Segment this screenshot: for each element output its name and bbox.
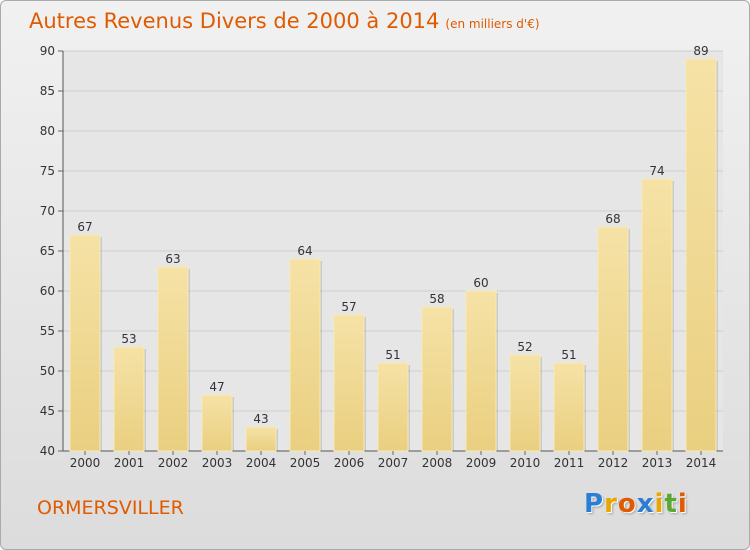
y-tick-label: 55 [40, 324, 55, 338]
bar [113, 346, 145, 452]
y-tick-label: 85 [40, 84, 55, 98]
x-tick-label: 2004 [246, 456, 277, 470]
data-label: 51 [561, 348, 576, 362]
bar [597, 226, 629, 452]
x-tick-label: 2012 [598, 456, 629, 470]
y-tick-label: 70 [40, 204, 55, 218]
x-tick-label: 2007 [378, 456, 409, 470]
x-tick-label: 2011 [554, 456, 585, 470]
x-tick-label: 2014 [686, 456, 717, 470]
bar [641, 178, 673, 452]
commune-name: ORMERSVILLER [37, 497, 184, 519]
bar [685, 58, 717, 452]
x-tick-label: 2010 [510, 456, 541, 470]
y-tick-label: 90 [40, 44, 55, 58]
data-label: 47 [209, 380, 224, 394]
y-tick-label: 80 [40, 124, 55, 138]
bar [157, 266, 189, 452]
data-label: 52 [517, 340, 532, 354]
data-label: 74 [649, 164, 664, 178]
bar [553, 362, 585, 452]
chart-title-text: Autres Revenus Divers de 2000 à 2014 [29, 9, 440, 33]
x-tick-label: 2005 [290, 456, 321, 470]
logo-letter: o [617, 489, 637, 519]
logo-letter: i [677, 489, 688, 519]
bar [201, 394, 233, 452]
y-tick-label: 50 [40, 364, 55, 378]
data-label: 51 [385, 348, 400, 362]
x-tick-label: 2009 [466, 456, 497, 470]
y-tick-label: 45 [40, 404, 55, 418]
bar [509, 354, 541, 452]
proxiti-logo: Proxiti [584, 489, 688, 519]
logo-letter: t [664, 489, 678, 519]
y-tick-label: 60 [40, 284, 55, 298]
x-tick-label: 2006 [334, 456, 365, 470]
x-tick-label: 2008 [422, 456, 453, 470]
data-label: 53 [121, 332, 136, 346]
bar [289, 258, 321, 452]
data-label: 43 [253, 412, 268, 426]
data-label: 57 [341, 300, 356, 314]
data-label: 63 [165, 252, 180, 266]
data-label: 89 [693, 44, 708, 58]
logo-letter: x [636, 489, 655, 519]
chart-subtitle: (en milliers d'€) [445, 17, 540, 31]
logo-letter: P [584, 489, 605, 519]
x-tick-label: 2000 [70, 456, 101, 470]
bar [465, 290, 497, 452]
data-label: 64 [297, 244, 312, 258]
bar [377, 362, 409, 452]
data-label: 60 [473, 276, 488, 290]
bar [333, 314, 365, 452]
y-tick-label: 40 [40, 444, 55, 458]
x-tick-label: 2002 [158, 456, 189, 470]
x-tick-label: 2003 [202, 456, 233, 470]
y-tick-label: 65 [40, 244, 55, 258]
y-tick-label: 75 [40, 164, 55, 178]
x-tick-label: 2001 [114, 456, 145, 470]
data-label: 58 [429, 292, 444, 306]
logo-letter: i [654, 489, 665, 519]
bar [245, 426, 277, 452]
chart-title: Autres Revenus Divers de 2000 à 2014 (en … [29, 9, 540, 33]
data-label: 68 [605, 212, 620, 226]
bar [69, 234, 101, 452]
data-label: 67 [77, 220, 92, 234]
logo-letter: r [604, 489, 618, 519]
bar [421, 306, 453, 452]
x-tick-label: 2013 [642, 456, 673, 470]
